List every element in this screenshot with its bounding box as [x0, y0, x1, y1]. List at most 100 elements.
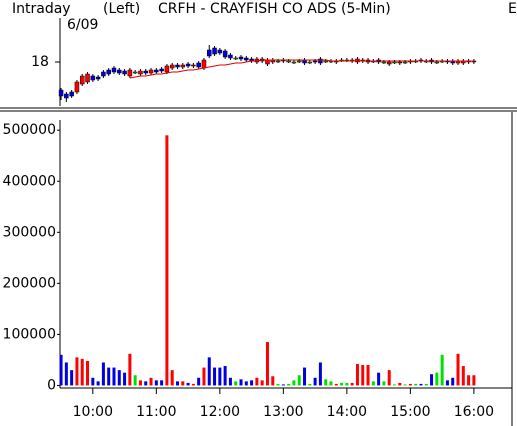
candle-body [185, 63, 191, 67]
candle-body [207, 49, 212, 57]
x-tick-label: 15:00 [390, 404, 430, 420]
volume-bar [223, 366, 227, 386]
volume-bar [382, 381, 386, 386]
candle-body [58, 89, 64, 97]
candle-body [85, 73, 90, 83]
volume-bar [361, 365, 365, 386]
candle-body [217, 49, 223, 54]
candle-body [95, 76, 101, 80]
volume-bar [101, 362, 105, 386]
volume-bar [239, 379, 243, 386]
volume-bar [181, 381, 185, 386]
volume-bar [366, 365, 370, 386]
candle-body [381, 61, 387, 64]
candle-body [64, 93, 69, 99]
volume-bar [144, 381, 148, 386]
candle-body [286, 60, 291, 63]
volume-bar [59, 354, 63, 386]
candle-body [164, 65, 170, 73]
volume-bar [435, 372, 439, 386]
candle-body [296, 60, 302, 63]
annotation: 6/09 [67, 17, 98, 33]
volume-bar [138, 380, 142, 386]
candle-body [238, 56, 244, 60]
volume-bar [234, 381, 238, 386]
moving-average [129, 59, 474, 79]
volume-bar [440, 354, 444, 386]
volume-bar [64, 362, 68, 386]
volume-bar [191, 383, 195, 386]
volume-bar [371, 381, 375, 386]
y-tick-label: 300000 [3, 224, 56, 240]
candle-body [90, 75, 96, 81]
volume-bar [276, 383, 280, 386]
candle-body [323, 60, 328, 63]
volume-bar [255, 377, 259, 386]
volume-bar [112, 367, 116, 386]
candle-body [175, 64, 180, 68]
volume-bar [128, 353, 132, 386]
volume-bar [393, 384, 397, 386]
volume-bar [467, 375, 471, 386]
candle-body [191, 64, 196, 67]
candle-body [148, 69, 154, 74]
volume-bar [133, 375, 137, 386]
x-tick-label: 13:00 [263, 404, 303, 420]
candle-body [201, 59, 207, 69]
x-tick-label: 10:00 [73, 404, 113, 420]
volume-bar [308, 383, 312, 386]
volume-bar [318, 362, 322, 386]
candle-body [233, 57, 238, 60]
candle-body [392, 61, 397, 64]
volume-bar [70, 370, 74, 386]
candle-body [307, 61, 313, 64]
volume-bar [355, 364, 359, 386]
volume-bar [398, 382, 402, 386]
y-tick-label: 200000 [3, 275, 56, 291]
y-tick-label: 400000 [3, 173, 56, 189]
volume-bar [123, 372, 127, 386]
annotation: E [508, 1, 517, 17]
candle-body [180, 64, 186, 68]
volume-bar [424, 383, 428, 386]
candle-body [127, 69, 133, 77]
volume-bar [265, 342, 269, 386]
volume-bar [271, 376, 275, 386]
volume-bar [160, 380, 164, 386]
volume-bar [419, 383, 423, 386]
annotation: Intraday [12, 1, 71, 17]
volume-bar [281, 384, 285, 386]
volume-bar [377, 372, 381, 386]
volume-bar [207, 357, 211, 386]
volume-bar [456, 353, 460, 386]
x-tick-label: 11:00 [136, 404, 176, 420]
volume-bar [303, 367, 307, 386]
volume-bar [202, 367, 206, 386]
volume-bar [340, 382, 344, 386]
candle-body [106, 69, 111, 75]
volume-bar [324, 379, 328, 386]
volume-bar [175, 381, 179, 386]
volume-bar [408, 383, 412, 386]
y-tick-label: 500000 [3, 122, 56, 138]
volume-bar [96, 381, 100, 386]
y-tick-label: 0 [47, 377, 56, 393]
volume-bar [461, 366, 465, 386]
volume-bar [244, 381, 248, 386]
volume-bar [292, 380, 296, 386]
volume-bar [228, 377, 232, 386]
candle-body [386, 61, 392, 65]
volume-bar [287, 383, 291, 386]
y-tick-label: 100000 [3, 326, 56, 342]
volume-bar [414, 383, 418, 386]
volume-bar [75, 357, 79, 386]
volume-bar [387, 370, 391, 386]
x-tick-label: 12:00 [200, 404, 240, 420]
volume-bar [345, 382, 349, 386]
volume-bar [445, 380, 449, 386]
volume-bar [451, 377, 455, 386]
volume-bar [107, 367, 111, 386]
candle-body [122, 70, 127, 75]
candle-body [159, 68, 164, 72]
